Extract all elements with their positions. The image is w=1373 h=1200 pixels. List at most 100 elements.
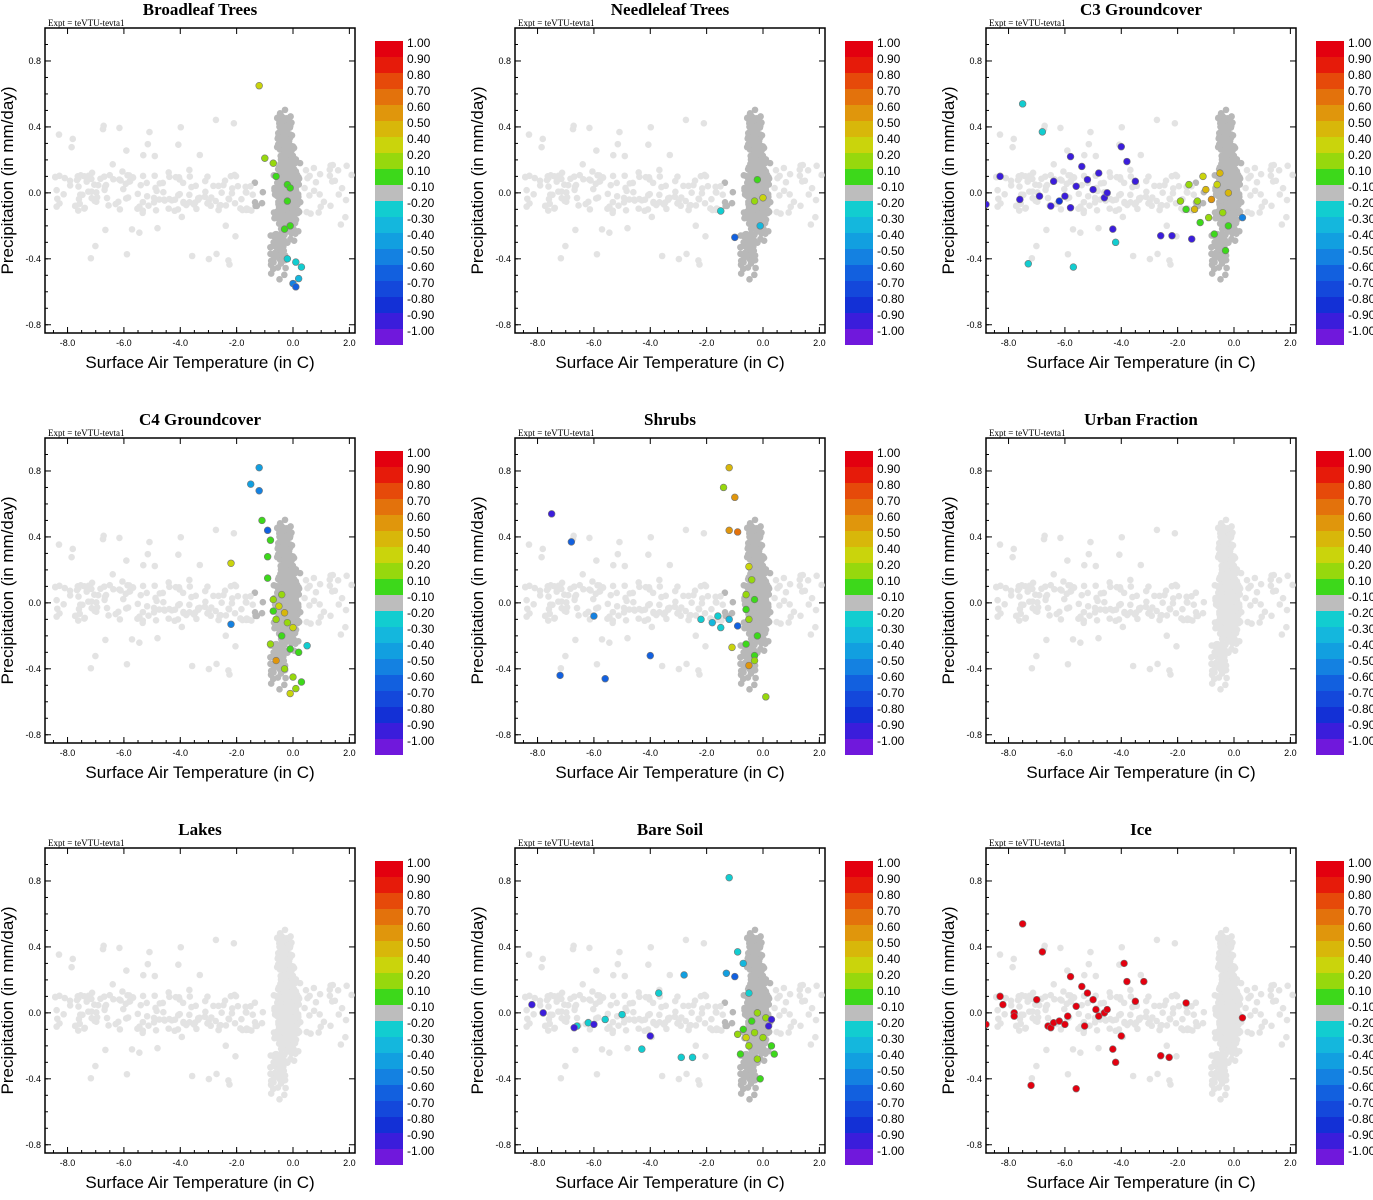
background-point <box>60 600 67 608</box>
colorbar-label: 1.00 <box>407 36 431 50</box>
points-layer <box>51 463 355 698</box>
background-point <box>289 575 297 582</box>
background-point <box>1106 169 1113 176</box>
background-point <box>995 195 1002 203</box>
background-point <box>1256 209 1263 216</box>
y-tick-label: -0.8 <box>495 320 511 330</box>
background-point <box>204 610 211 617</box>
background-point <box>1070 174 1078 181</box>
background-point <box>752 264 759 272</box>
background-point <box>1119 213 1127 221</box>
points-layer <box>986 100 1296 283</box>
background-point <box>68 143 75 151</box>
background-point <box>1223 215 1230 223</box>
colorbar-label: 0.80 <box>407 478 431 492</box>
data-point <box>227 559 235 567</box>
background-point <box>1231 219 1239 227</box>
colorbar-swatch <box>375 547 403 563</box>
background-point <box>751 106 759 114</box>
background-point <box>1229 132 1237 139</box>
y-tick-label: 0.0 <box>498 188 511 198</box>
x-tick-label: -4.0 <box>1114 338 1130 348</box>
background-point <box>749 124 757 132</box>
colorbar-label: -0.20 <box>407 196 435 210</box>
background-point <box>701 171 708 179</box>
background-point <box>1024 173 1032 181</box>
background-point <box>213 660 220 668</box>
background-point <box>194 195 202 202</box>
background-point <box>760 144 768 152</box>
background-point <box>708 195 715 203</box>
background-point <box>117 587 124 594</box>
background-point <box>278 119 285 126</box>
background-point <box>623 187 630 195</box>
background-point <box>316 580 324 588</box>
background-point <box>531 174 539 182</box>
background-point <box>1047 171 1055 179</box>
data-point <box>1190 205 1199 214</box>
background-point <box>761 210 768 218</box>
background-point <box>150 604 158 612</box>
background-point <box>139 561 147 569</box>
background-point <box>609 151 617 159</box>
colorbar-swatch <box>375 579 403 595</box>
background-point <box>69 545 77 553</box>
background-point <box>88 169 96 177</box>
background-point <box>1230 152 1238 160</box>
background-point <box>289 598 296 605</box>
colorbar-swatch <box>375 467 403 483</box>
colorbar-label: -1.00 <box>877 324 905 338</box>
background-point <box>728 199 736 207</box>
background-point <box>1289 171 1296 179</box>
background-point <box>102 636 109 644</box>
background-point <box>275 232 282 240</box>
background-point <box>129 584 137 591</box>
background-point <box>102 591 110 599</box>
background-point <box>60 190 67 198</box>
background-point <box>523 203 530 210</box>
background-point <box>303 618 311 626</box>
background-point <box>762 587 770 594</box>
background-point <box>294 201 301 208</box>
colorbar-swatch <box>1316 281 1344 297</box>
background-point <box>813 162 820 170</box>
background-point <box>1208 250 1215 258</box>
background-point <box>1028 254 1036 262</box>
colorbar-label: -0.10 <box>877 180 905 194</box>
background-point <box>678 194 685 201</box>
colorbar-swatch <box>375 281 403 297</box>
y-tick-label: 0.4 <box>28 122 41 132</box>
background-point <box>193 615 200 623</box>
colorbar-label: 1.00 <box>407 446 431 460</box>
colorbar-swatch <box>1316 297 1344 313</box>
colorbar-swatch <box>375 499 403 515</box>
background-point <box>312 588 320 596</box>
background-point <box>1118 123 1126 131</box>
background-point <box>613 179 621 187</box>
background-point <box>165 169 172 176</box>
background-point <box>701 199 709 207</box>
background-point <box>607 181 615 189</box>
x-tick-label: -6.0 <box>586 338 602 348</box>
background-point <box>117 177 124 184</box>
colorbar-swatch <box>375 249 403 265</box>
background-point <box>139 582 147 590</box>
background-point <box>1143 188 1150 196</box>
background-point <box>226 261 233 268</box>
background-point <box>87 254 95 262</box>
x-tick-label: 2.0 <box>1284 338 1297 348</box>
background-point <box>286 145 293 152</box>
background-point <box>143 179 151 187</box>
background-point <box>994 186 1001 194</box>
background-point <box>182 611 190 619</box>
colorbar-label: 0.90 <box>407 52 431 66</box>
background-point <box>258 199 266 207</box>
background-point <box>232 642 239 650</box>
background-point <box>109 571 117 578</box>
y-tick-label: 0.8 <box>498 56 511 66</box>
background-point <box>562 242 569 250</box>
background-point <box>338 184 346 192</box>
background-point <box>764 201 771 208</box>
colorbar-swatch <box>845 137 873 153</box>
